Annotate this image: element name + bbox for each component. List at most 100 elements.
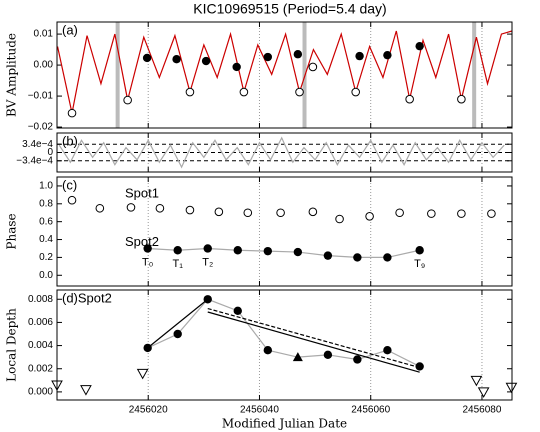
point <box>155 203 165 213</box>
point <box>353 355 362 364</box>
point <box>95 203 105 213</box>
point-label: T₁ <box>172 258 183 270</box>
point <box>233 306 242 316</box>
x-tick-label: 2456080 <box>462 405 501 416</box>
panel-label: (c) <box>62 177 77 192</box>
point <box>293 50 303 59</box>
point <box>243 208 253 218</box>
point <box>263 246 273 256</box>
point <box>415 362 424 371</box>
point <box>351 87 360 97</box>
point <box>263 346 273 355</box>
gap-band <box>472 22 477 128</box>
panel-label: (d)Spot2 <box>62 290 112 305</box>
point-label: T₉ <box>414 258 425 270</box>
y-axis-label: BV Amplitude <box>5 33 19 117</box>
y-tick-label: 0.008 <box>28 294 53 305</box>
point <box>173 246 182 255</box>
point <box>293 247 303 257</box>
y-tick-label: 0.2 <box>39 252 53 263</box>
series-line <box>147 247 420 259</box>
point-label: T₂ <box>202 256 213 268</box>
point <box>214 207 224 217</box>
y-tick-label: 0.4 <box>39 234 53 245</box>
y-axis-label: Local Depth <box>5 308 19 382</box>
point <box>233 246 242 255</box>
point <box>136 368 149 380</box>
x-axis-label: Modified Julian Date <box>222 417 347 431</box>
y-tick-label: 1.0 <box>39 181 53 192</box>
series-line <box>207 307 420 369</box>
panel-frame <box>56 132 513 173</box>
y-tick-label: 3.4e−4 <box>22 139 53 150</box>
point <box>457 209 466 218</box>
series-line <box>207 311 420 373</box>
series-line <box>58 136 505 169</box>
series-label: Spot1 <box>125 186 159 201</box>
point <box>355 51 364 61</box>
panel-frame <box>56 289 513 401</box>
x-tick-label: 2456060 <box>351 405 390 416</box>
point <box>185 205 195 215</box>
y-tick-label: −0.01 <box>28 91 54 102</box>
point <box>323 350 333 360</box>
point <box>292 352 303 362</box>
point <box>203 244 212 253</box>
point <box>67 108 77 118</box>
point <box>308 62 318 72</box>
point <box>395 208 404 218</box>
point <box>201 56 211 66</box>
point <box>365 212 374 221</box>
x-tick-label: 2456020 <box>129 405 168 416</box>
panel-frame <box>56 176 513 287</box>
point <box>276 208 285 218</box>
point <box>295 87 304 97</box>
point <box>185 87 195 97</box>
series-label: Spot2 <box>125 234 159 249</box>
point-label: T₀ <box>142 256 153 268</box>
point <box>143 244 152 253</box>
series-line <box>56 30 513 114</box>
point <box>172 54 181 64</box>
point <box>457 94 466 104</box>
point <box>415 41 424 51</box>
point <box>487 209 496 218</box>
panel-label: (a) <box>62 22 78 37</box>
gap-band <box>115 22 120 128</box>
point <box>353 253 362 262</box>
point <box>126 203 136 212</box>
point <box>335 214 344 224</box>
y-tick-label: 0.00 <box>34 60 54 71</box>
y-tick-label: −0.02 <box>28 122 54 133</box>
point <box>415 246 424 255</box>
y-tick-label: 0.8 <box>39 198 53 209</box>
point <box>263 52 273 62</box>
point <box>239 87 249 97</box>
series-line <box>147 298 209 349</box>
point <box>405 94 414 104</box>
y-tick-label: 0.004 <box>28 340 53 351</box>
y-axis-label: Phase <box>5 213 19 249</box>
point <box>67 195 77 205</box>
panel-frame <box>56 21 513 129</box>
y-tick-label: 0.006 <box>28 317 53 328</box>
y-tick-label: 0 <box>47 147 53 158</box>
chart-title: KIC10969515 (Period=5.4 day) <box>193 1 386 17</box>
x-tick-label: 2456040 <box>240 405 279 416</box>
point <box>232 62 241 72</box>
point <box>80 385 92 396</box>
point <box>173 329 182 339</box>
point <box>505 382 518 394</box>
y-tick-label: 0.000 <box>28 387 53 398</box>
point <box>142 53 152 63</box>
point <box>383 50 392 60</box>
point <box>123 95 132 105</box>
y-tick-label: −3.4e−4 <box>16 155 53 166</box>
y-tick-label: 0.002 <box>28 363 53 374</box>
y-tick-label: 0.01 <box>34 29 54 40</box>
panel-label: (b) <box>62 133 78 148</box>
point <box>323 251 333 260</box>
point <box>383 346 392 355</box>
y-tick-label: 0.0 <box>39 270 53 281</box>
